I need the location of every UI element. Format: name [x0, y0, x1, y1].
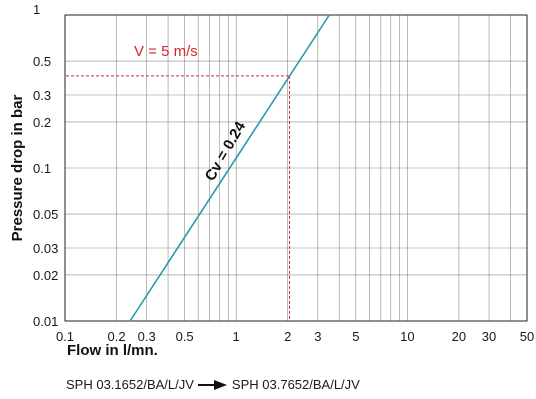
- y-axis-title: Pressure drop in bar: [9, 94, 26, 241]
- model-to: SPH 03.7652/BA/L/JV: [231, 377, 360, 392]
- y-tick-label: 0.2: [33, 115, 51, 130]
- x-tick-label: 0.3: [138, 329, 156, 344]
- model-from: SPH 03.1652/BA/L/JV: [66, 377, 194, 392]
- x-axis-title: Flow in l/mn.: [67, 342, 158, 359]
- right-arrow-icon: [197, 379, 227, 390]
- x-tick-label: 5: [352, 329, 359, 344]
- cv-series-line: [129, 14, 330, 322]
- plot-frame: [64, 14, 528, 322]
- y-tick-label: 0.02: [33, 268, 58, 283]
- grid-lines: [64, 14, 528, 322]
- model-range-footer: SPH 03.1652/BA/L/JV SPH 03.7652/BA/L/JV: [66, 377, 360, 392]
- y-tick-label: 0.5: [33, 54, 51, 69]
- x-tick-labels: 0.1 0.2 0.3 0.5 1 2 3 5 10 20 30 50: [56, 329, 534, 344]
- series-layer: [129, 14, 330, 322]
- y-tick-label: 0.1: [33, 161, 51, 176]
- y-tick-label: 1: [33, 2, 40, 17]
- y-tick-label: 0.3: [33, 88, 51, 103]
- y-tick-label: 0.01: [33, 314, 58, 329]
- x-tick-label: 2: [284, 329, 291, 344]
- x-tick-label: 0.5: [176, 329, 194, 344]
- y-tick-label: 0.05: [33, 207, 58, 222]
- y-tick-label: 0.03: [33, 241, 58, 256]
- x-tick-label: 0.1: [56, 329, 74, 344]
- x-tick-label: 1: [233, 329, 240, 344]
- x-tick-label: 30: [482, 329, 496, 344]
- velocity-annotation: V = 5 m/s: [134, 43, 198, 60]
- x-tick-label: 10: [400, 329, 414, 344]
- reference-guides: [66, 75, 291, 321]
- x-tick-label: 3: [314, 329, 321, 344]
- x-tick-label: 50: [520, 329, 534, 344]
- y-tick-labels: 0.01 0.02 0.03 0.05 0.1 0.2 0.3 0.5 1: [33, 2, 58, 329]
- x-tick-label: 0.2: [107, 329, 125, 344]
- x-tick-label: 20: [452, 329, 466, 344]
